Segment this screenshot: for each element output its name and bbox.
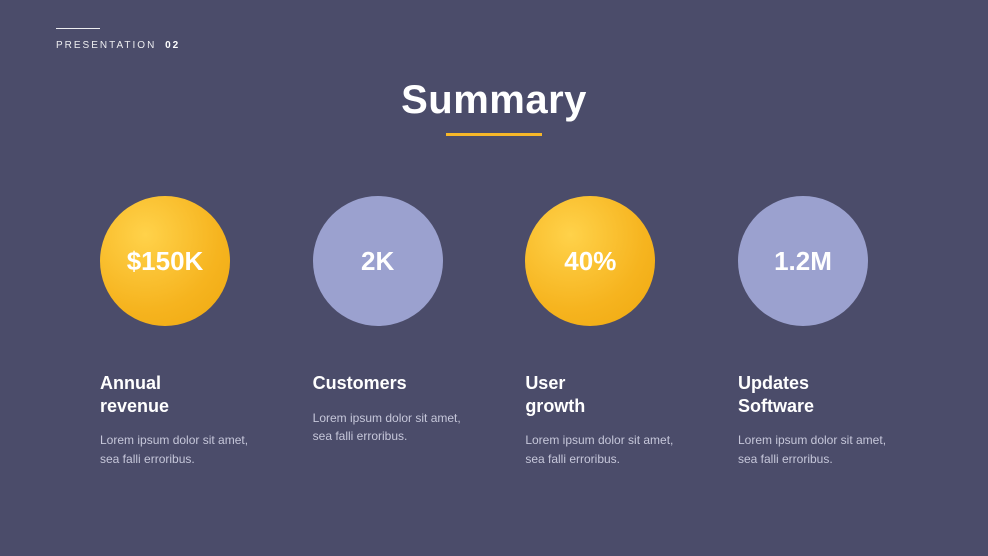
metric-title: Annual revenue xyxy=(100,372,169,417)
metrics-row: $150K Annual revenue Lorem ipsum dolor s… xyxy=(100,196,918,468)
header-prefix: PRESENTATION xyxy=(56,40,156,51)
metric-value: 2K xyxy=(361,246,394,277)
metric-value: 40% xyxy=(564,246,616,277)
header-label: PRESENTATION 02 xyxy=(56,40,180,51)
metric-value: 1.2M xyxy=(774,246,832,277)
metric-body: Lorem ipsum dolor sit amet, sea falli er… xyxy=(525,431,695,468)
metric-circle: 40% xyxy=(525,196,655,326)
metric-annual-revenue: $150K Annual revenue Lorem ipsum dolor s… xyxy=(100,196,280,468)
metric-circle: 1.2M xyxy=(738,196,868,326)
metric-title: Customers xyxy=(313,372,407,395)
metric-circle: $150K xyxy=(100,196,230,326)
metric-user-growth: 40% User growth Lorem ipsum dolor sit am… xyxy=(525,196,705,468)
metric-body: Lorem ipsum dolor sit amet, sea falli er… xyxy=(738,431,908,468)
metric-body: Lorem ipsum dolor sit amet, sea falli er… xyxy=(100,431,270,468)
metric-circle: 2K xyxy=(313,196,443,326)
page-title: Summary xyxy=(401,78,587,123)
title-underline xyxy=(446,133,542,136)
metric-customers: 2K Customers Lorem ipsum dolor sit amet,… xyxy=(313,196,493,468)
metric-value: $150K xyxy=(127,246,204,277)
metric-title: User growth xyxy=(525,372,585,417)
metric-title: Updates Software xyxy=(738,372,814,417)
header-number: 02 xyxy=(165,40,180,51)
metric-updates-software: 1.2M Updates Software Lorem ipsum dolor … xyxy=(738,196,918,468)
metric-body: Lorem ipsum dolor sit amet, sea falli er… xyxy=(313,409,483,446)
title-block: Summary xyxy=(0,78,988,136)
header-divider xyxy=(56,28,100,29)
